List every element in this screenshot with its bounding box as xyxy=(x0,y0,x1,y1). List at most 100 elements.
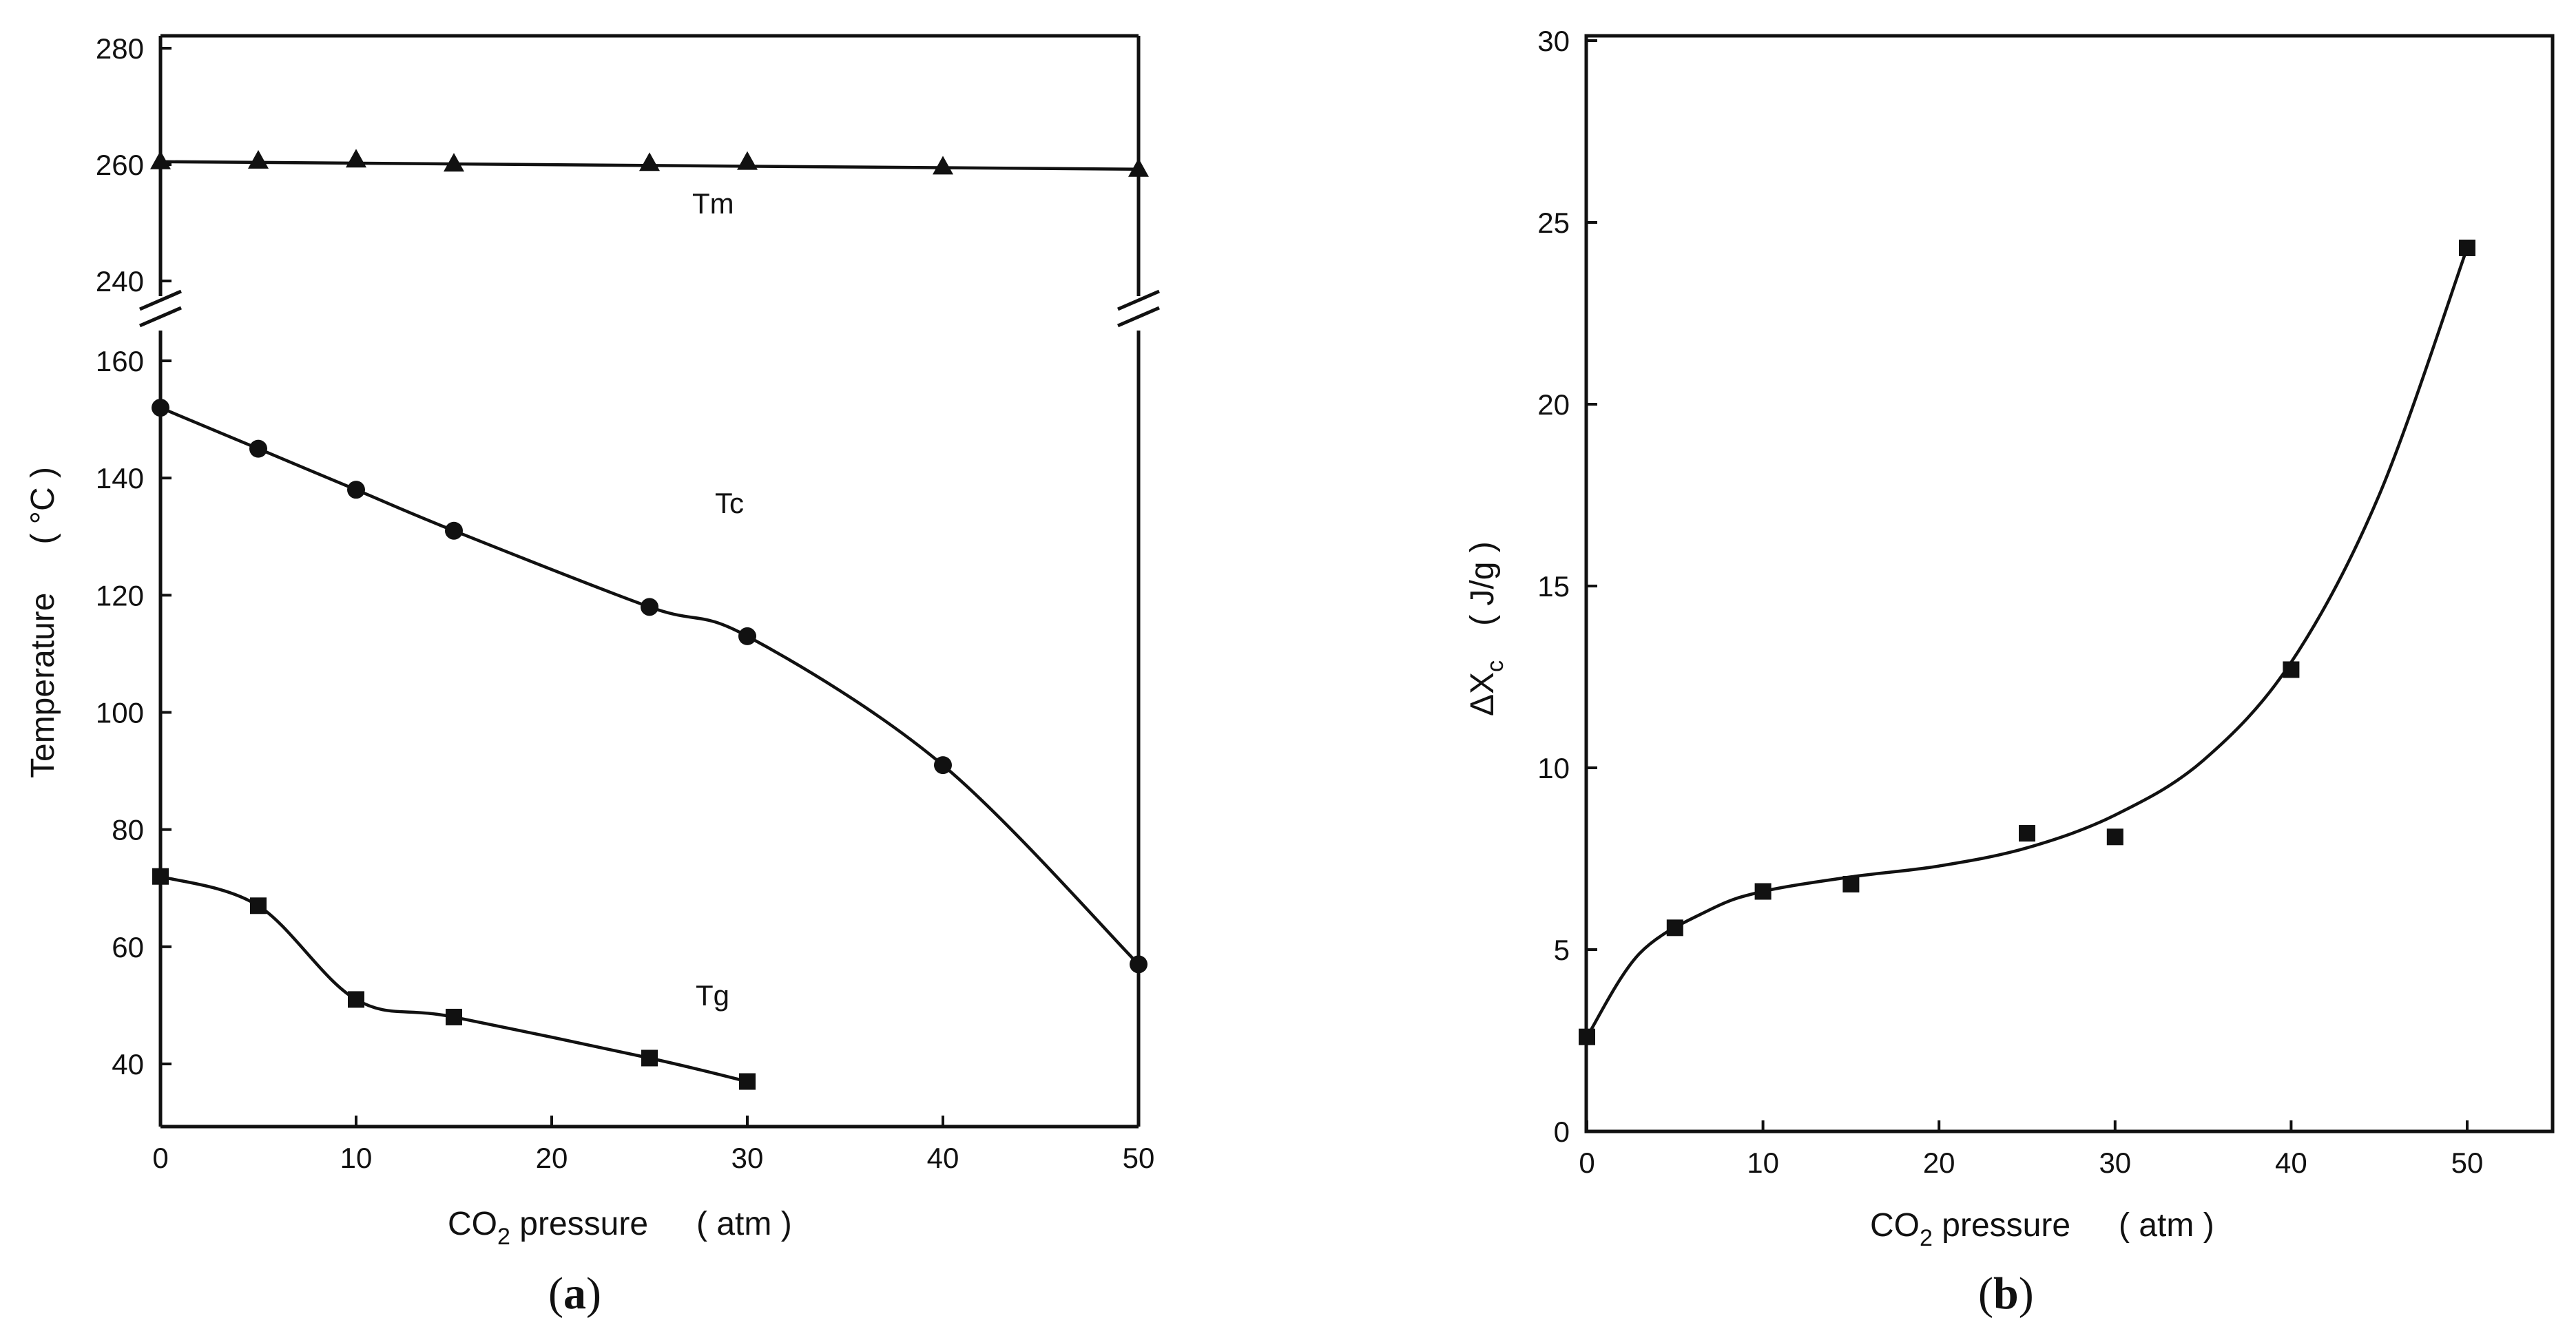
chart-b-y-axis-label: ΔXc ( J/g ) xyxy=(1464,541,1508,716)
data-point-dxc xyxy=(1666,919,1683,937)
data-point-tc xyxy=(738,627,756,645)
x-tick-label: 30 xyxy=(2099,1147,2131,1179)
data-point-dxc xyxy=(1579,1028,1595,1045)
chart-a-y-axis-label: Temperature ( °C ) xyxy=(25,467,61,778)
panel-label-b-letter: b xyxy=(1993,1268,2019,1319)
chart-b-marks xyxy=(1579,239,2475,1045)
x-tick-label: 20 xyxy=(536,1142,568,1174)
series-line-tc xyxy=(160,406,1140,965)
data-point-tg xyxy=(641,1049,658,1067)
data-point-tc xyxy=(1130,955,1147,974)
axis-break-mark xyxy=(1117,289,1160,311)
chart-a-marks xyxy=(150,149,1149,1090)
y-label-main: Temperature xyxy=(25,593,61,778)
x-tick-label: 10 xyxy=(1747,1147,1779,1179)
data-point-tc xyxy=(347,481,365,499)
y-tick-label: 30 xyxy=(1537,25,1570,57)
chart-a-x-axis-label: CO2 pressure ( atm ) xyxy=(448,1206,792,1250)
x-tick-label: 30 xyxy=(731,1142,764,1174)
data-point-dxc xyxy=(1754,883,1772,900)
x-label-sub: 2 xyxy=(497,1224,510,1250)
data-point-tg xyxy=(152,868,169,885)
data-point-tc xyxy=(152,399,169,417)
chart-a-frame xyxy=(139,34,1160,1129)
axis-break-mark xyxy=(139,306,182,328)
panel-label-b: (b) xyxy=(1978,1268,2034,1319)
data-point-tg xyxy=(250,897,267,914)
data-point-tc xyxy=(249,439,267,458)
panel-label-a-letter: a xyxy=(563,1268,586,1319)
y-tick-label: 15 xyxy=(1537,570,1570,603)
data-point-dxc xyxy=(1842,875,1860,892)
data-point-tm xyxy=(1128,158,1149,177)
y-tick-label: 280 xyxy=(96,32,144,65)
y-label-main: ΔX xyxy=(1464,672,1501,716)
x-label-rest: pressure xyxy=(1933,1207,2070,1244)
x-tick-label: 10 xyxy=(340,1142,373,1174)
data-point-dxc xyxy=(2106,828,2123,846)
data-point-tm xyxy=(444,153,464,172)
data-point-tm xyxy=(346,149,366,168)
x-tick-label: 40 xyxy=(927,1142,959,1174)
chart-a: 0 10 20 30 40 50 40 60 80 100 120 140 160 240 260 280 T… xyxy=(25,32,1160,1319)
data-point-tc xyxy=(641,598,658,616)
x-tick-label: 50 xyxy=(1123,1142,1155,1174)
y-tick-label: 160 xyxy=(96,345,144,377)
panel-label-a: (a) xyxy=(548,1268,601,1319)
y-tick-label: 10 xyxy=(1537,752,1570,784)
x-label-main: CO xyxy=(1870,1207,1920,1244)
axis-break-mark xyxy=(139,289,182,311)
chart-b-frame xyxy=(1584,34,2555,1133)
data-point-tg xyxy=(446,1008,462,1025)
series-label-tm: Tm xyxy=(692,187,734,220)
y-tick-label: 120 xyxy=(96,579,144,611)
x-tick-label: 0 xyxy=(1579,1147,1595,1179)
chart-b: 0 10 20 30 40 50 0 5 10 15 20 25 30 CO2 pressure ( at… xyxy=(1464,25,2555,1319)
y-tick-label: 25 xyxy=(1537,207,1570,239)
chart-b-curves xyxy=(1586,247,2469,1038)
series-label-tg: Tg xyxy=(696,979,729,1012)
y-tick-label: 100 xyxy=(96,697,144,729)
x-label-main: CO xyxy=(448,1206,497,1242)
y-tick-label: 80 xyxy=(112,814,144,846)
data-point-dxc xyxy=(2019,825,2035,842)
y-tick-label: 140 xyxy=(96,462,144,494)
data-point-tg xyxy=(739,1073,756,1090)
y-tick-label: 5 xyxy=(1554,934,1570,966)
plot-frame xyxy=(1584,34,2555,1133)
data-point-tg xyxy=(348,991,364,1008)
x-label-unit: ( atm ) xyxy=(696,1206,792,1242)
y-tick-label: 60 xyxy=(112,931,144,963)
chart-a-curves xyxy=(160,160,1140,1083)
x-label-unit: ( atm ) xyxy=(2119,1207,2214,1244)
x-label-rest: pressure xyxy=(510,1206,648,1242)
y-label-unit: ( °C ) xyxy=(25,467,61,545)
y-tick-label: 20 xyxy=(1537,388,1570,421)
chart-b-x-axis-label: CO2 pressure ( atm ) xyxy=(1870,1207,2214,1251)
series-label-tc: Tc xyxy=(715,487,744,519)
data-point-tc xyxy=(445,521,463,540)
data-point-tm xyxy=(737,151,758,170)
y-tick-label: 0 xyxy=(1554,1116,1570,1148)
data-point-dxc xyxy=(2283,661,2300,678)
axis-break-mark xyxy=(1117,306,1160,328)
series-line-tg xyxy=(160,875,748,1083)
data-point-dxc xyxy=(2459,239,2475,256)
y-tick-label: 240 xyxy=(96,265,144,297)
x-tick-label: 50 xyxy=(2451,1147,2484,1179)
series-line-dxc xyxy=(1586,247,2469,1038)
data-point-tm xyxy=(639,152,660,171)
data-point-tm xyxy=(933,156,953,175)
x-tick-label: 20 xyxy=(1923,1147,1955,1179)
y-label-sub: c xyxy=(1482,660,1508,672)
data-point-tm xyxy=(150,150,171,169)
data-point-tm xyxy=(248,149,269,169)
y-tick-label: 260 xyxy=(96,149,144,181)
x-tick-label: 40 xyxy=(2275,1147,2307,1179)
y-tick-label: 40 xyxy=(112,1048,144,1080)
data-point-tc xyxy=(934,756,952,775)
x-label-sub: 2 xyxy=(1920,1225,1933,1251)
y-label-unit: ( J/g ) xyxy=(1464,541,1501,626)
chart-a-ticks: 0 10 20 30 40 50 40 60 80 100 120 140 160 240 260 280 xyxy=(96,32,1154,1174)
